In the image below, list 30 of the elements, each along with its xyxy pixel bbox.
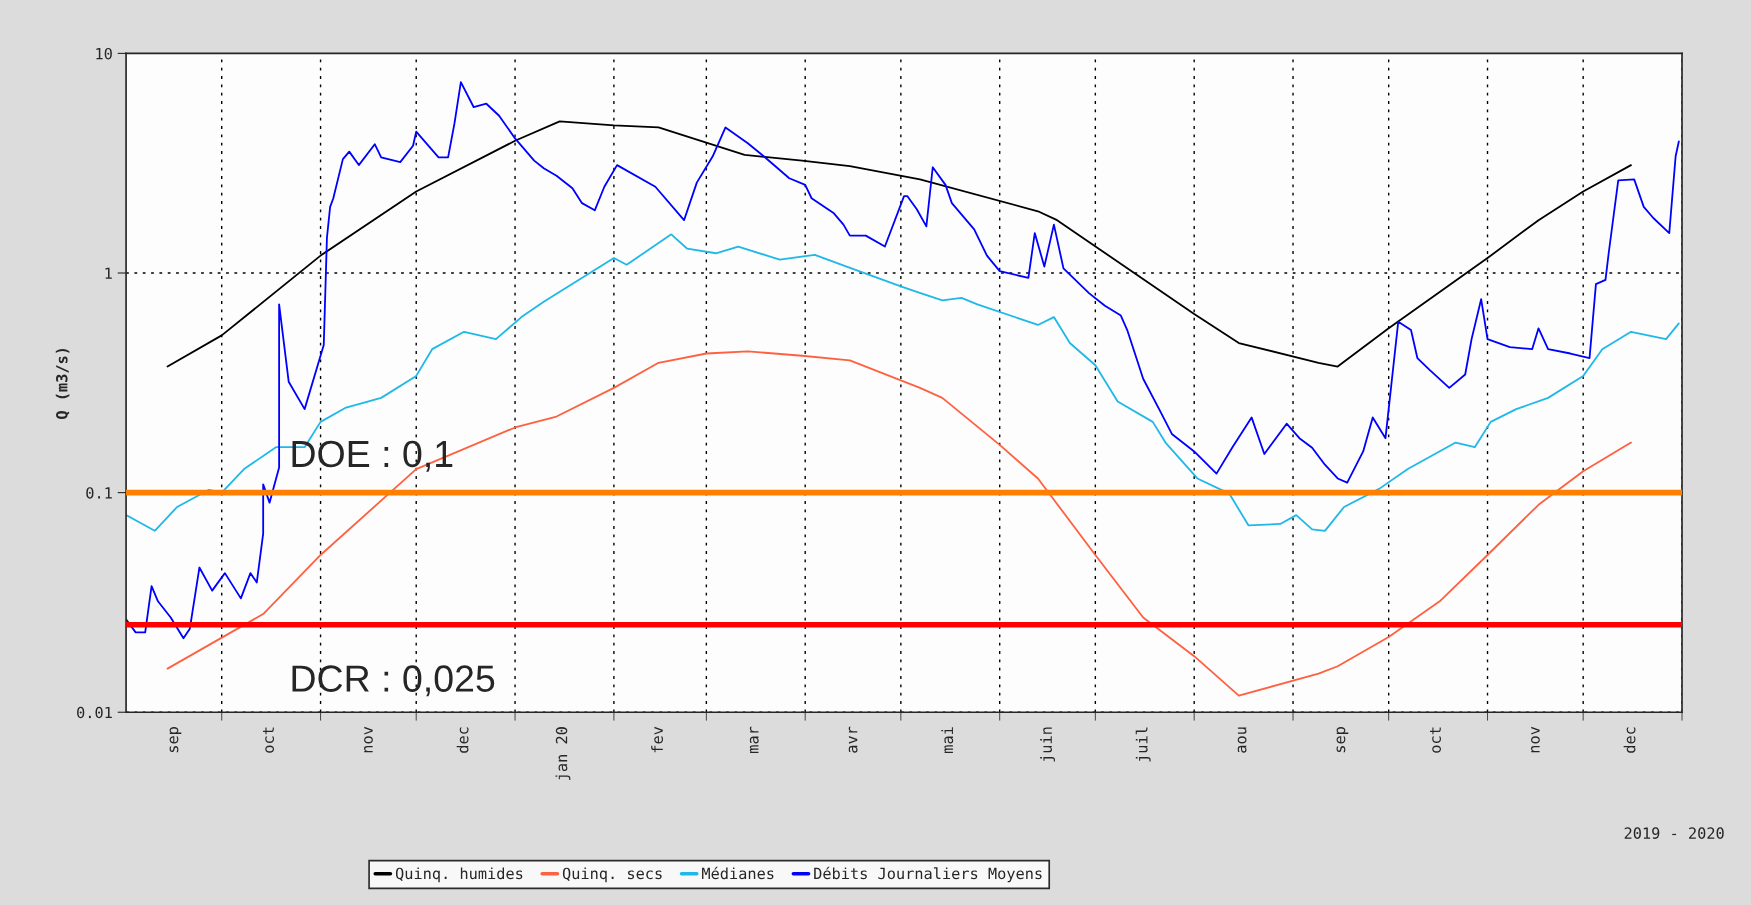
x-tick-label: nov <box>364 726 373 753</box>
line-series <box>166 350 1632 697</box>
x-tick-label: mar <box>749 726 759 753</box>
x-tick-label: sep <box>1336 727 1349 753</box>
x-tick-label: dec <box>456 727 469 753</box>
line-series <box>126 81 1680 640</box>
legend-label: Quinq. humides <box>395 867 523 883</box>
legend-label: Débits Journaliers Moyens <box>814 866 1042 883</box>
x-tick-label: fev <box>651 726 664 753</box>
y-tick-label: 0.01 <box>77 706 112 719</box>
line-series <box>126 233 1680 532</box>
x-tick-label: juin <box>1040 727 1055 762</box>
x-tick-label: jan 20 <box>555 727 571 780</box>
x-tick-label: oct <box>1430 727 1441 753</box>
x-tick-label: avr <box>848 726 858 753</box>
legend-label: Quinq. secs <box>562 867 662 883</box>
x-tick-label: aou <box>1237 727 1247 753</box>
x-tick-label: mai <box>941 727 954 753</box>
ref-line-label: DCR : 0,025 <box>292 665 495 697</box>
legend-label: Médianes <box>702 866 774 880</box>
y-tick-label: 10 <box>96 47 112 60</box>
x-tick-label: nov <box>1531 726 1540 753</box>
text: 2019 - 2020 <box>1624 827 1724 839</box>
y-tick-label: 0.1 <box>86 487 112 499</box>
x-tick-label: juil <box>1135 727 1151 762</box>
x-tick-label: oct <box>263 727 275 753</box>
y-tick-label: 1 <box>105 267 112 279</box>
x-tick-label: dec <box>1623 727 1636 753</box>
y-axis-title: Q (m3/s) <box>55 348 70 419</box>
x-tick-label: sep <box>169 727 182 753</box>
